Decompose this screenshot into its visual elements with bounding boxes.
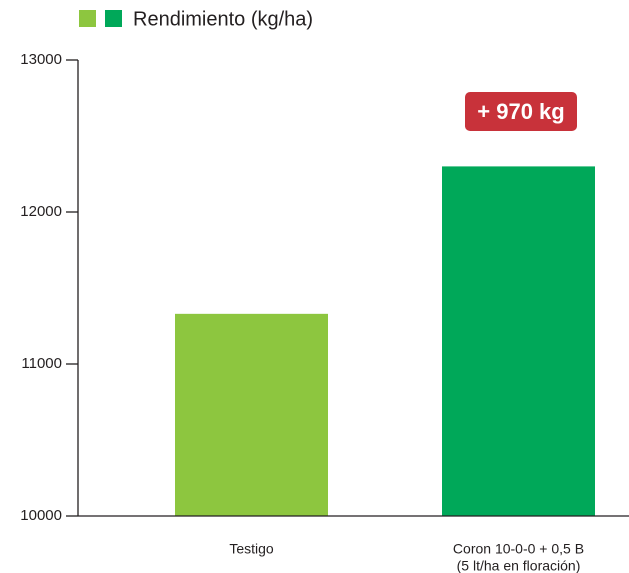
bar (175, 313, 328, 516)
legend-swatch (105, 10, 122, 27)
annotation-box (465, 92, 577, 131)
y-tick-label: 10000 (20, 507, 62, 524)
x-tick-label: (5 lt/ha en floración) (457, 558, 581, 573)
annotation: + 970 kg (477, 99, 564, 124)
y-tick-label: 12000 (20, 203, 62, 220)
legend-swatch (79, 10, 96, 27)
y-tick-label: 13000 (20, 51, 62, 68)
x-tick-label: Testigo (229, 541, 274, 557)
bar (442, 166, 595, 516)
y-tick-label: 11000 (21, 355, 62, 372)
legend-label: Rendimiento (kg/ha) (133, 8, 313, 30)
x-tick-label: Coron 10-0-0 + 0,5 B (453, 541, 584, 557)
